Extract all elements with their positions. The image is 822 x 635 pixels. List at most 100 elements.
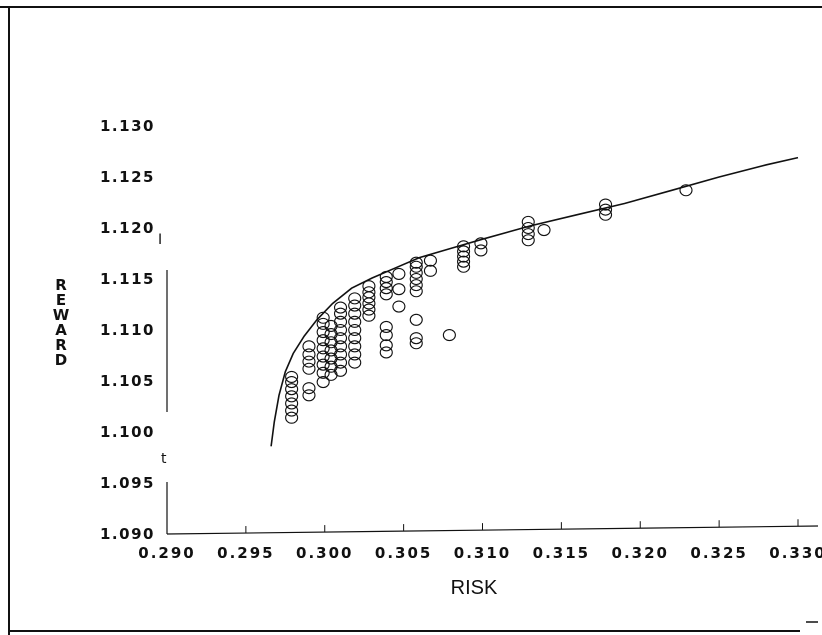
scatter-points bbox=[285, 184, 693, 424]
y-axis-title-letter: A bbox=[55, 321, 67, 339]
data-point bbox=[333, 364, 348, 377]
x-axis bbox=[166, 525, 819, 535]
data-point bbox=[379, 288, 393, 301]
data-point bbox=[362, 286, 376, 299]
data-point bbox=[521, 221, 535, 235]
data-point bbox=[333, 348, 348, 361]
data-point bbox=[348, 315, 362, 328]
data-point bbox=[521, 234, 535, 247]
y-axis-title-letter: R bbox=[55, 276, 67, 294]
data-point bbox=[348, 307, 362, 320]
y-axis-title-letter: D bbox=[55, 351, 67, 369]
data-point bbox=[302, 382, 316, 395]
data-point bbox=[333, 315, 348, 328]
data-point bbox=[457, 250, 471, 263]
data-point bbox=[302, 340, 316, 353]
data-point bbox=[598, 203, 613, 216]
data-point bbox=[324, 319, 338, 332]
data-point bbox=[316, 342, 330, 355]
data-point bbox=[379, 270, 393, 284]
data-point bbox=[537, 223, 551, 237]
data-point bbox=[316, 358, 330, 371]
x-ticks: 0.290 0.295 0.300 0.305 0.310 0.315 0.320 0.325… bbox=[138, 519, 822, 562]
data-point bbox=[379, 276, 393, 289]
x-tick-label: 0.330 bbox=[769, 544, 822, 562]
data-point bbox=[302, 355, 316, 368]
y-ticks: 1.090 1.095 1.100 1.105 1.110 1.115 1.120 1.125… bbox=[100, 117, 155, 543]
data-point bbox=[521, 215, 535, 228]
data-point bbox=[302, 348, 316, 361]
y-tick-label: 1.115 bbox=[100, 270, 155, 288]
stray-mark-lower: t bbox=[161, 451, 167, 467]
data-point bbox=[679, 184, 693, 197]
data-point bbox=[316, 350, 330, 363]
data-point bbox=[521, 228, 535, 241]
data-point bbox=[423, 254, 437, 267]
data-point bbox=[316, 366, 330, 379]
data-point bbox=[379, 346, 393, 359]
x-tick-label: 0.295 bbox=[217, 544, 274, 562]
y-axis-title-letter: R bbox=[55, 336, 67, 354]
x-tick-label: 0.315 bbox=[533, 544, 590, 562]
data-point bbox=[348, 340, 362, 353]
data-point bbox=[302, 389, 316, 402]
y-tick-label: 1.100 bbox=[100, 423, 155, 441]
data-point bbox=[316, 311, 330, 324]
x-tick-label: 0.290 bbox=[138, 544, 195, 562]
data-point bbox=[423, 264, 437, 277]
data-point bbox=[457, 260, 471, 273]
data-point bbox=[333, 323, 348, 337]
data-point bbox=[285, 375, 299, 389]
data-point bbox=[379, 329, 393, 342]
data-point bbox=[598, 208, 613, 221]
data-point bbox=[409, 272, 423, 286]
data-point bbox=[392, 300, 406, 313]
data-point bbox=[348, 332, 362, 345]
data-point bbox=[362, 280, 376, 293]
data-point bbox=[409, 313, 423, 326]
data-point bbox=[348, 356, 362, 369]
data-point bbox=[348, 348, 362, 361]
data-point bbox=[333, 340, 348, 353]
data-point bbox=[409, 279, 423, 292]
efficient-frontier-line bbox=[270, 156, 799, 447]
y-tick-label: 1.120 bbox=[100, 219, 155, 237]
data-point bbox=[316, 375, 330, 389]
data-point bbox=[598, 198, 613, 211]
data-point bbox=[285, 404, 299, 417]
y-axis-title-letter: W bbox=[53, 306, 70, 324]
data-point bbox=[474, 237, 488, 250]
data-point bbox=[457, 240, 471, 253]
y-tick-label: 1.125 bbox=[100, 168, 155, 186]
data-point bbox=[409, 260, 423, 273]
data-point bbox=[333, 307, 348, 320]
data-point bbox=[362, 309, 376, 322]
data-point bbox=[333, 332, 348, 345]
data-point bbox=[285, 383, 299, 396]
data-point bbox=[285, 411, 299, 424]
data-point bbox=[362, 297, 376, 310]
data-point bbox=[409, 332, 423, 345]
data-point bbox=[409, 266, 423, 279]
x-tick-label: 0.305 bbox=[375, 544, 432, 562]
y-tick-label: 1.110 bbox=[100, 321, 155, 339]
data-point bbox=[392, 283, 406, 296]
data-point bbox=[316, 325, 330, 339]
data-point bbox=[379, 320, 393, 333]
x-tick-label: 0.300 bbox=[296, 544, 353, 562]
data-point bbox=[333, 356, 348, 369]
frontier-curve bbox=[270, 156, 799, 447]
x-axis-title: RISK bbox=[451, 577, 498, 599]
data-point bbox=[442, 329, 456, 342]
data-point bbox=[379, 282, 393, 295]
data-point bbox=[362, 303, 376, 316]
data-point bbox=[457, 245, 471, 258]
data-point bbox=[285, 390, 299, 403]
data-point bbox=[316, 317, 330, 330]
data-point bbox=[409, 285, 423, 298]
data-point bbox=[457, 255, 471, 268]
y-axis-title-letter: E bbox=[56, 291, 66, 309]
